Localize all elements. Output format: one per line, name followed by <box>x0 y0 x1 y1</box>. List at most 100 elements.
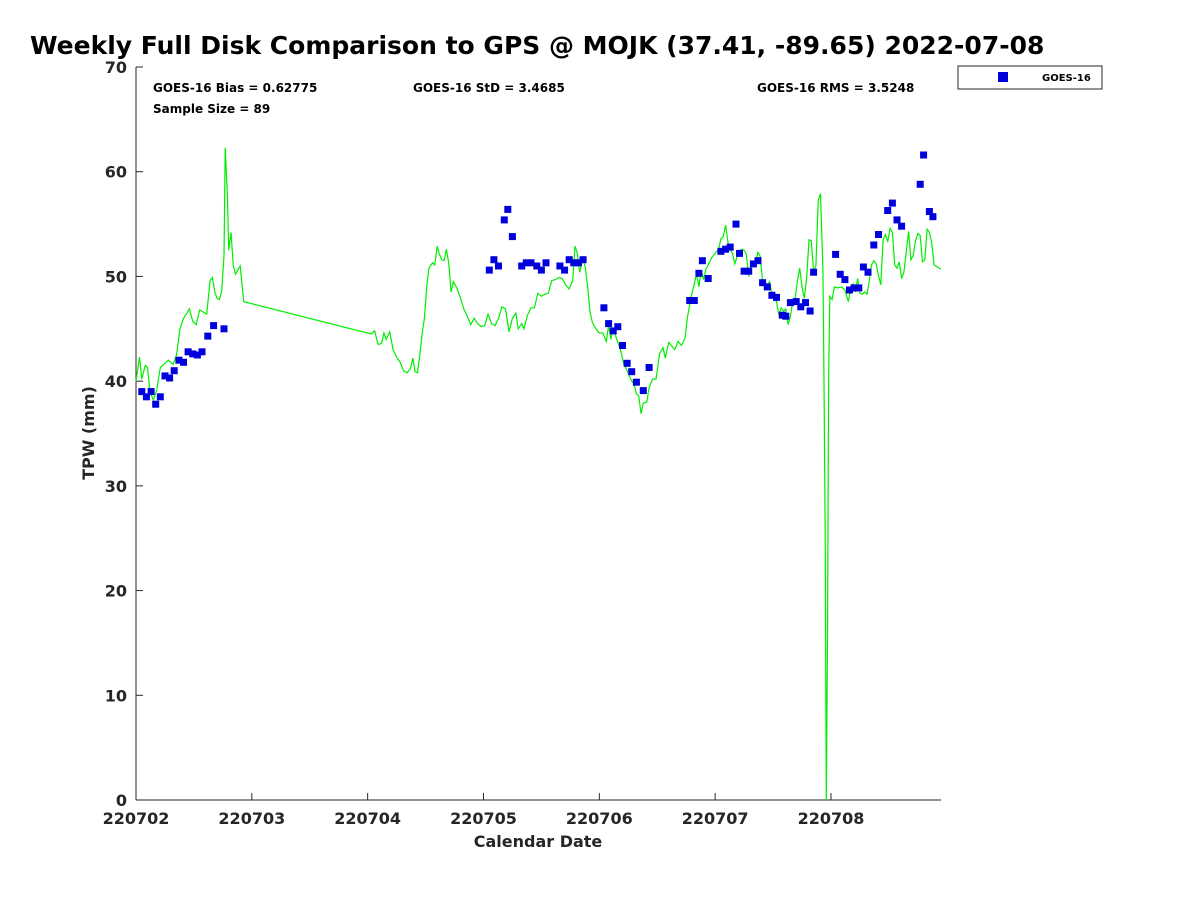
x-tick-label: 220708 <box>798 809 865 828</box>
goes16-point <box>836 270 844 278</box>
goes16-point <box>542 259 550 267</box>
x-tick-label: 220705 <box>450 809 517 828</box>
plot-area <box>135 67 941 801</box>
goes16-point <box>166 374 174 382</box>
goes16-point <box>782 312 790 320</box>
goes16-point <box>518 262 526 270</box>
goes16-point <box>628 368 636 376</box>
goes16-point <box>198 348 206 356</box>
y-tick-label: 70 <box>105 58 127 77</box>
goes16-point <box>508 233 516 241</box>
goes16-point <box>698 257 706 265</box>
goes16-point <box>717 247 725 255</box>
goes16-point <box>504 205 512 213</box>
goes16-point <box>152 400 160 408</box>
goes16-point <box>810 268 818 276</box>
goes16-point <box>632 378 640 386</box>
sample-size-stat: Sample Size = 89 <box>153 102 270 116</box>
legend-box <box>957 65 1103 90</box>
goes16-point <box>686 297 694 304</box>
goes16-point <box>184 348 192 356</box>
goes16-point <box>204 332 212 340</box>
goes16-point <box>161 372 169 380</box>
goes16-point <box>740 267 748 275</box>
goes16-point <box>690 297 698 304</box>
goes16-point <box>156 393 164 401</box>
goes16-point <box>189 350 197 358</box>
y-tick-label: 30 <box>105 477 127 496</box>
goes16-point <box>623 359 631 367</box>
goes16-point <box>875 231 882 238</box>
std-stat: GOES-16 StD = 3.4685 <box>413 81 565 95</box>
goes16-point <box>170 367 178 375</box>
goes16-point <box>745 267 753 275</box>
goes16-point <box>561 266 569 274</box>
goes16-point <box>639 387 647 395</box>
goes16-point <box>884 207 892 214</box>
goes16-point <box>797 303 805 311</box>
goes16-point <box>142 393 150 401</box>
goes16-point <box>138 388 146 396</box>
goes16-point <box>575 259 582 267</box>
goes16-point <box>495 262 502 270</box>
goes16-point <box>846 286 853 294</box>
y-tick-label: 60 <box>105 163 127 182</box>
goes16-point <box>485 266 493 274</box>
series-layer <box>135 147 942 801</box>
goes16-point <box>759 279 767 287</box>
goes16-point <box>147 388 155 396</box>
goes16-point <box>726 243 734 251</box>
goes16-point <box>859 263 867 271</box>
goes16-point <box>736 249 743 257</box>
x-ticks: 220702 220703 220704 220705 220706 220707 2207… <box>103 793 865 828</box>
goes16-point <box>732 220 740 228</box>
goes16-point <box>841 276 849 284</box>
goes16-point <box>522 259 530 267</box>
y-tick-label: 50 <box>105 267 127 286</box>
x-axis-label: Calendar Date <box>474 832 603 851</box>
legend: GOES-16 <box>957 65 1103 90</box>
goes16-point <box>773 293 780 301</box>
goes16-point <box>893 216 901 224</box>
goes16-point <box>749 260 757 268</box>
bias-stat: GOES-16 Bias = 0.62775 <box>153 81 317 95</box>
y-tick-label: 0 <box>116 791 127 810</box>
goes16-point <box>850 284 858 292</box>
goes16-point <box>802 299 809 307</box>
goes16-point <box>916 180 924 188</box>
goes16-point <box>832 250 840 258</box>
goes16-point <box>556 262 564 270</box>
x-tick-label: 220706 <box>566 809 633 828</box>
goes16-point <box>870 241 878 249</box>
goes16-point <box>180 358 187 366</box>
goes16-point <box>864 268 872 276</box>
rms-stat: GOES-16 RMS = 3.5248 <box>757 81 914 95</box>
goes16-point <box>929 213 937 221</box>
goes16-point <box>600 304 608 312</box>
goes16-point <box>786 299 794 307</box>
x-tick-label: 220702 <box>103 809 170 828</box>
goes16-point <box>605 320 613 328</box>
goes16-point <box>565 256 573 264</box>
y-tick-label: 20 <box>105 582 127 601</box>
goes16-point <box>614 323 622 331</box>
goes16-point <box>722 245 730 253</box>
goes16-point <box>792 298 800 306</box>
goes16-point <box>763 283 771 291</box>
goes16-point <box>609 327 617 335</box>
x-tick-label: 220703 <box>218 809 285 828</box>
goes16-point <box>527 259 535 267</box>
goes16-point <box>220 325 228 333</box>
goes16-point <box>570 259 578 267</box>
goes16-point <box>645 364 653 371</box>
goes16-point <box>619 342 626 349</box>
x-tick-label: 220707 <box>682 809 749 828</box>
goes16-point <box>695 269 703 277</box>
goes16-point <box>193 351 201 359</box>
legend-marker <box>998 72 1008 82</box>
y-axis-label: TPW (mm) <box>79 386 98 480</box>
x-tick-label: 220704 <box>334 809 401 828</box>
goes16-point <box>210 322 218 330</box>
goes16-point <box>888 199 896 207</box>
